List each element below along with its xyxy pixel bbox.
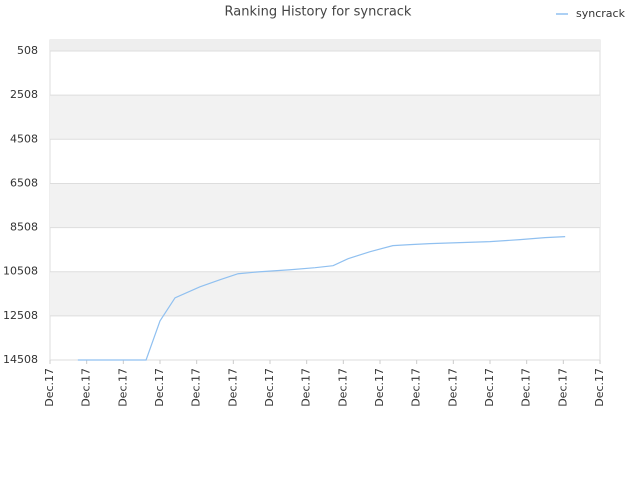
x-tick-label: Dec.17 — [483, 368, 496, 407]
x-tick-label: Dec.17 — [116, 368, 129, 407]
x-tick-label: Dec.17 — [300, 368, 313, 407]
x-tick-label: Dec.17 — [263, 368, 276, 407]
y-tick-label: 8508 — [10, 221, 38, 234]
y-tick-label: 508 — [17, 44, 38, 57]
y-tick-label: 6508 — [10, 176, 38, 189]
x-tick-label: Dec.17 — [190, 368, 203, 407]
x-tick-label: Dec.17 — [373, 368, 386, 407]
band — [50, 95, 600, 140]
y-tick-label: 14508 — [3, 353, 38, 366]
x-tick-label: Dec.17 — [520, 368, 533, 407]
x-tick-label: Dec.17 — [446, 368, 459, 407]
band — [50, 271, 600, 316]
y-tick-label: 2508 — [10, 88, 38, 101]
x-tick-label: Dec.17 — [43, 368, 56, 407]
x-tick-label: Dec.17 — [80, 368, 93, 407]
x-tick-label: Dec.17 — [410, 368, 423, 407]
x-tick-label: Dec.17 — [153, 368, 166, 407]
band — [50, 183, 600, 228]
band — [50, 40, 600, 52]
line — [77, 236, 566, 361]
x-tick-label: Dec.17 — [226, 368, 239, 407]
y-tick-label: 12508 — [3, 309, 38, 322]
x-tick-label: Dec.17 — [593, 368, 606, 407]
legend-label: syncrack — [576, 7, 626, 20]
chart-title: Ranking History for syncrack — [225, 5, 412, 20]
x-tick-label: Dec.17 — [336, 368, 349, 407]
y-tick-label: 4508 — [10, 132, 38, 145]
y-tick-label: 10508 — [3, 265, 38, 278]
x-tick-label: Dec.17 — [556, 368, 569, 407]
